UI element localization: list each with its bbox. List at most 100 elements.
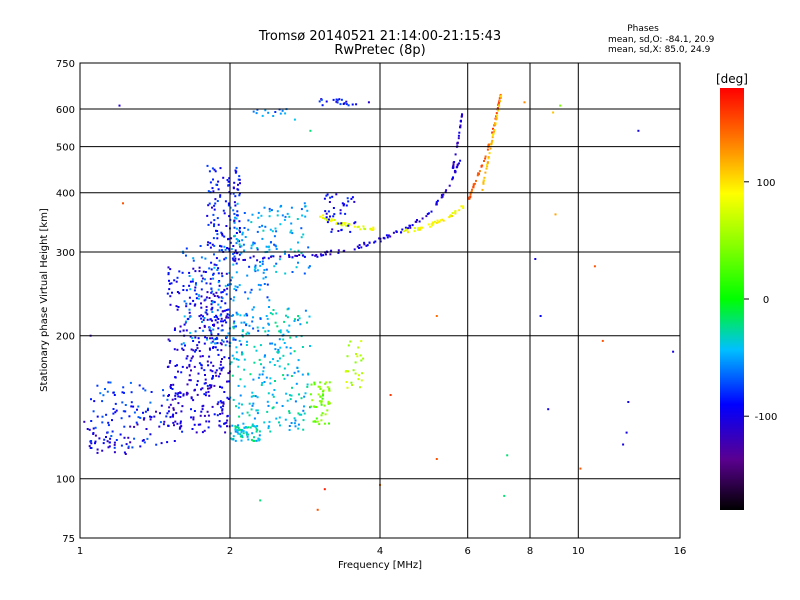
data-point [239, 182, 241, 185]
data-point [295, 266, 298, 269]
data-point [291, 256, 294, 259]
data-point [232, 209, 235, 212]
data-point [105, 436, 107, 438]
data-point [268, 306, 270, 308]
data-point [166, 441, 169, 444]
data-point [300, 397, 303, 400]
data-point [306, 209, 309, 212]
data-point [176, 308, 179, 311]
data-point [256, 247, 259, 249]
data-point [243, 358, 246, 361]
data-point [456, 165, 459, 168]
y-tick-label: 200 [56, 332, 75, 343]
data-point [239, 314, 242, 317]
data-point [226, 414, 229, 417]
phase-stats-heading: Phases [627, 24, 659, 34]
data-point [208, 326, 211, 329]
data-point [284, 272, 287, 275]
data-point [251, 404, 254, 407]
data-point [274, 348, 277, 351]
data-point [219, 413, 222, 415]
data-point [234, 285, 237, 288]
data-point [350, 381, 353, 384]
data-point [332, 98, 335, 101]
data-point [374, 240, 377, 243]
data-point [165, 415, 168, 418]
data-point [340, 223, 343, 226]
data-point [194, 286, 197, 289]
data-point [236, 429, 239, 432]
data-point [306, 321, 308, 324]
data-point [205, 420, 208, 423]
data-point [176, 348, 179, 351]
y-axis-ticks: 75 100 200 300 400 500 600 750 [56, 59, 75, 545]
data-point [314, 254, 317, 257]
data-point [437, 221, 440, 224]
data-point [348, 223, 351, 226]
data-point [288, 429, 291, 431]
data-point [114, 411, 117, 414]
data-point [251, 391, 254, 394]
data-point [207, 414, 210, 417]
data-point [554, 213, 557, 216]
chart-title: Tromsø 20140521 21:14:00-21:15:43 [258, 29, 501, 44]
data-point [416, 219, 418, 221]
data-point [297, 423, 300, 426]
data-point [104, 388, 106, 390]
data-point [216, 414, 219, 417]
data-point [235, 405, 237, 408]
data-point [219, 314, 222, 317]
data-point [234, 257, 237, 260]
data-point [456, 142, 459, 145]
data-point [192, 349, 195, 352]
data-point [264, 276, 267, 279]
data-point [287, 307, 290, 310]
data-point [330, 218, 333, 221]
data-point [253, 242, 256, 245]
data-point [249, 291, 252, 294]
data-point [103, 438, 106, 441]
data-point [224, 248, 227, 251]
data-point [202, 270, 205, 273]
data-point [204, 374, 206, 376]
data-point [452, 166, 455, 169]
data-point [196, 344, 199, 347]
data-point [180, 410, 183, 413]
data-point [221, 275, 224, 278]
data-point [441, 218, 444, 221]
data-point [298, 393, 300, 396]
data-point [212, 190, 215, 193]
data-point [232, 263, 235, 266]
data-point [256, 425, 259, 427]
data-point [190, 416, 193, 419]
data-point [230, 237, 233, 240]
data-point [496, 107, 499, 109]
data-point [204, 394, 207, 397]
data-point [339, 212, 342, 215]
data-point [109, 437, 112, 440]
data-point [405, 228, 407, 231]
data-point [232, 438, 235, 441]
data-point [158, 425, 161, 428]
data-point [319, 381, 321, 384]
data-point [290, 206, 293, 209]
data-point [229, 206, 232, 209]
data-point [112, 408, 115, 410]
data-point [210, 287, 213, 290]
data-point [454, 211, 457, 214]
data-point [210, 308, 213, 311]
data-point [88, 445, 91, 448]
data-point [182, 329, 185, 332]
data-point [311, 399, 314, 402]
data-point [448, 216, 451, 219]
data-point [289, 248, 292, 251]
data-point [83, 420, 86, 423]
data-point [225, 272, 228, 275]
data-point [206, 337, 208, 340]
data-point [497, 104, 500, 107]
data-point [413, 230, 416, 233]
data-point [220, 343, 223, 346]
data-point [185, 393, 188, 396]
data-point [326, 221, 329, 224]
data-point [462, 207, 465, 209]
